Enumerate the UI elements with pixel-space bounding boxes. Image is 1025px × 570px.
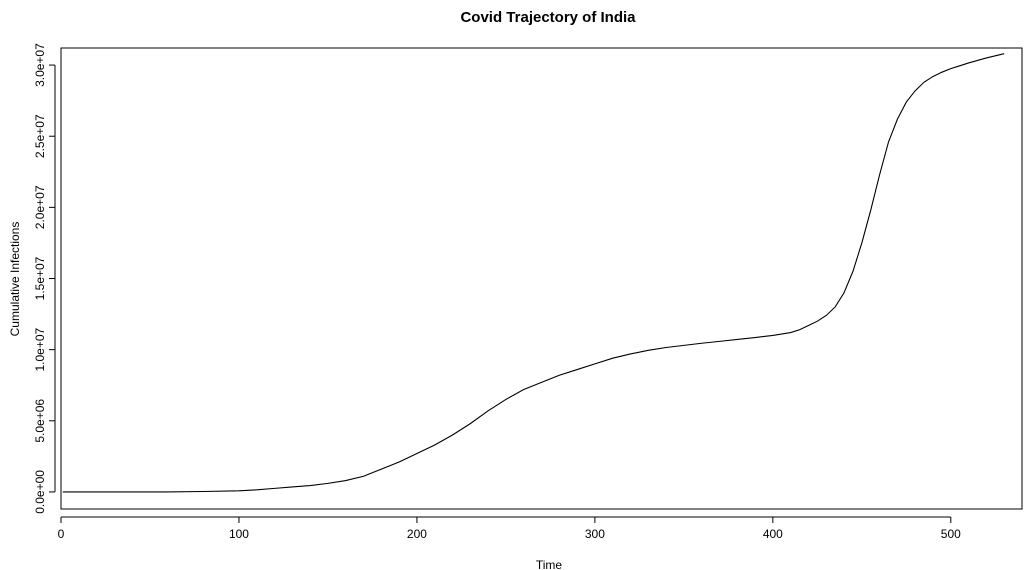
- y-axis: 0.0e+00 5.0e+06 1.0e+07 1.5e+07 2.0e+07 2.5e+…: [33, 43, 56, 514]
- series-line: [62, 53, 1005, 493]
- y-axis-label: Cumulative Infections: [8, 222, 22, 337]
- y-tick-label: 5.0e+06: [33, 399, 47, 443]
- x-tick-label: 400: [763, 527, 783, 541]
- y-tick-label: 1.0e+07: [33, 327, 47, 371]
- chart-title: Covid Trajectory of India: [460, 9, 636, 26]
- y-tick-label: 2.5e+07: [33, 114, 47, 158]
- x-tick-label: 100: [229, 527, 249, 541]
- y-tick-label: 1.5e+07: [33, 256, 47, 300]
- x-tick-label: 500: [941, 527, 961, 541]
- x-tick-label: 300: [585, 527, 605, 541]
- y-tick-label: 2.0e+07: [33, 185, 47, 229]
- x-axis: 0 100 200 300 400 500: [58, 516, 961, 541]
- y-tick-label: 0.0e+00: [33, 470, 47, 514]
- x-tick-label: 200: [407, 527, 427, 541]
- x-axis-label: Time: [536, 558, 563, 570]
- plot-box: [60, 47, 1023, 510]
- x-tick-label: 0: [58, 527, 65, 541]
- y-tick-label: 3.0e+07: [33, 43, 47, 87]
